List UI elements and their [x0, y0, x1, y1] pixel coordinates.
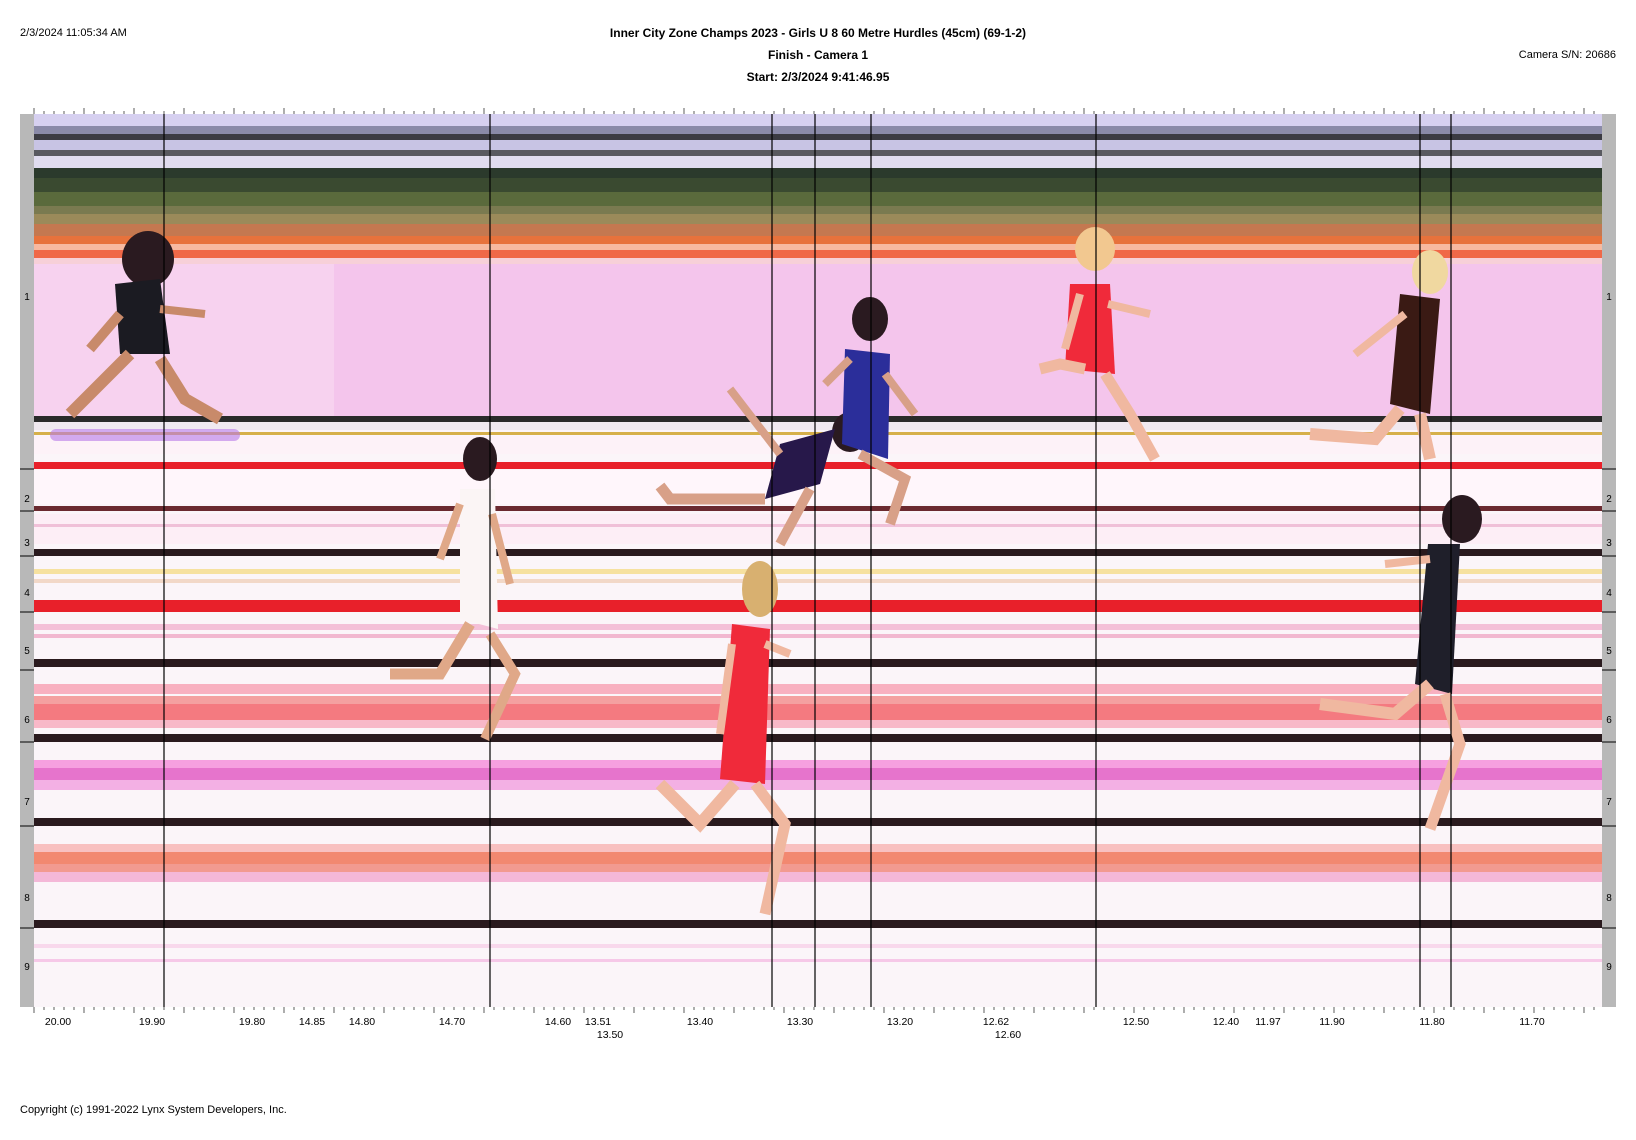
time-label: 12.62	[983, 1016, 1009, 1028]
runner-lane1-right	[1309, 250, 1448, 461]
lane-number-label: 2	[1606, 494, 1612, 505]
time-label: 11.70	[1519, 1016, 1545, 1028]
finish-line-photo: 1 1 2 2 3 3 4 4 5 5 6 6 7 7 8 8 9 9	[20, 114, 1616, 1007]
frame-lane-separators	[20, 468, 1616, 929]
timing-lines	[163, 114, 1452, 1007]
right-frame	[1602, 114, 1616, 1007]
time-label: 12.60	[995, 1029, 1021, 1041]
lane-number-label: 1	[1606, 292, 1612, 303]
time-label: 11.80	[1419, 1016, 1445, 1028]
time-label: 13.51	[585, 1016, 611, 1028]
time-label: 13.50	[597, 1029, 623, 1041]
lane-number-label: 5	[24, 646, 30, 657]
time-label: 12.40	[1213, 1016, 1239, 1028]
lane-number-label: 6	[1606, 715, 1612, 726]
race-title: Inner City Zone Champs 2023 - Girls U 8 …	[609, 26, 1027, 40]
camera-label: Finish - Camera 1	[767, 48, 869, 62]
lane-number-label: 7	[1606, 797, 1612, 808]
start-time: Start: 2/3/2024 9:41:46.95	[746, 70, 890, 84]
lane-number-labels: 1 1 2 2 3 3 4 4 5 5 6 6 7 7 8 8 9 9	[24, 292, 1612, 973]
lane-number-label: 2	[24, 494, 30, 505]
bottom-time-ruler: 20.00 19.90 19.80 14.85 14.80 14.70 14.60 13.51…	[33, 1007, 1595, 1041]
time-label: 19.80	[239, 1016, 265, 1028]
lane-number-label: 7	[24, 797, 30, 808]
runner-lane3-white	[390, 437, 521, 742]
lane-number-label: 9	[24, 962, 30, 973]
left-frame	[20, 114, 34, 1007]
camera-serial: Camera S/N: 20686	[1518, 49, 1616, 61]
lane-number-label: 4	[24, 588, 30, 599]
time-label: 20.00	[45, 1016, 71, 1028]
top-time-ruler	[33, 108, 1595, 114]
runner-lane4-right	[1319, 495, 1482, 831]
time-label: 11.90	[1319, 1016, 1345, 1028]
lane-number-label: 1	[24, 292, 30, 303]
print-datetime: 2/3/2024 11:05:34 AM	[20, 27, 127, 39]
copyright: Copyright (c) 1991-2022 Lynx System Deve…	[20, 1104, 287, 1116]
runner-lane1-blue	[822, 297, 919, 526]
lane-number-label: 9	[1606, 962, 1612, 973]
runner-lane1-red	[1038, 227, 1160, 462]
lane-number-label: 8	[1606, 893, 1612, 904]
lane-number-label: 6	[24, 715, 30, 726]
time-label: 14.85	[299, 1016, 325, 1028]
time-label: 14.60	[545, 1016, 571, 1028]
time-label: 13.30	[787, 1016, 813, 1028]
runner-lane5-red	[655, 561, 792, 916]
runner-lane1-left	[50, 231, 240, 441]
time-label: 12.50	[1123, 1016, 1149, 1028]
lane-number-label: 4	[1606, 588, 1612, 599]
time-label: 13.40	[687, 1016, 713, 1028]
time-label: 19.90	[139, 1016, 165, 1028]
lane-lines	[34, 462, 1602, 962]
stands-stripes	[34, 114, 1602, 264]
lane-number-label: 5	[1606, 646, 1612, 657]
time-label: 14.80	[349, 1016, 375, 1028]
time-label: 13.20	[887, 1016, 913, 1028]
lane-number-label: 8	[24, 893, 30, 904]
lane-number-label: 3	[1606, 538, 1612, 549]
time-label: 14.70	[439, 1016, 465, 1028]
lane-number-label: 3	[24, 538, 30, 549]
time-label: 11.97	[1255, 1016, 1281, 1028]
